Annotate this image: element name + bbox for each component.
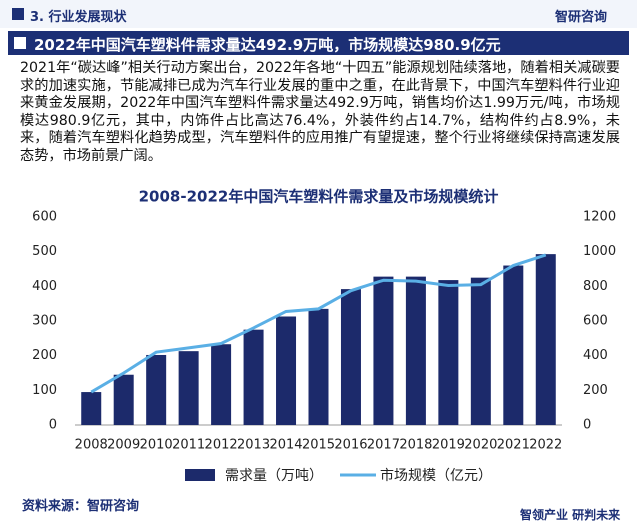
y-tick-label: 600 bbox=[32, 210, 57, 225]
bar bbox=[81, 392, 102, 425]
bar bbox=[470, 277, 491, 425]
x-tick-label: 2011 bbox=[172, 438, 205, 453]
banner-icon bbox=[14, 37, 26, 49]
y-tick-label: 0 bbox=[49, 418, 57, 433]
bar bbox=[178, 351, 199, 425]
x-tick-label: 2014 bbox=[269, 438, 302, 453]
y2-tick-label: 1000 bbox=[583, 244, 616, 259]
x-tick-label: 2018 bbox=[399, 438, 432, 453]
icon bbox=[12, 8, 24, 20]
x-tick-label: 2021 bbox=[497, 438, 530, 453]
y2-tick-label: 800 bbox=[583, 279, 608, 294]
y2-tick-label: 0 bbox=[583, 418, 591, 433]
bar bbox=[243, 329, 264, 425]
y-tick-label: 500 bbox=[32, 244, 57, 259]
x-tick-label: 2010 bbox=[140, 438, 173, 453]
bar bbox=[211, 344, 232, 425]
chart-title: 2008-2022年中国汽车塑料件需求量及市场规模统计 bbox=[139, 188, 499, 206]
y2-tick-label: 200 bbox=[583, 383, 608, 398]
x-tick-label: 2017 bbox=[367, 438, 400, 453]
y-tick-label: 200 bbox=[32, 348, 57, 363]
x-tick-label: 2016 bbox=[334, 438, 367, 453]
logo: 智研咨询 bbox=[555, 10, 608, 25]
line bbox=[90, 253, 547, 394]
y-tick-label: 300 bbox=[32, 314, 57, 329]
section: 3. 行业发展现状 bbox=[30, 10, 127, 25]
x-tick-label: 2019 bbox=[432, 438, 465, 453]
bar bbox=[146, 354, 167, 425]
y2-tick-label: 600 bbox=[583, 314, 608, 329]
y2-tick-label: 1200 bbox=[583, 210, 616, 225]
legend-swatch bbox=[185, 469, 215, 481]
chart: 2008-2022年中国汽车塑料件需求量及市场规模统计 0 100 200 300 400… bbox=[32, 188, 616, 485]
x-tick-label: 2020 bbox=[464, 438, 497, 453]
legend-label: 市场规模（亿元） bbox=[380, 467, 492, 484]
x-tick-label: 2009 bbox=[107, 438, 140, 453]
y2-tick-label: 400 bbox=[583, 348, 608, 363]
y-tick-label: 400 bbox=[32, 279, 57, 294]
x-tick-label: 2008 bbox=[75, 438, 108, 453]
bar bbox=[276, 316, 297, 425]
bar bbox=[503, 265, 524, 425]
banner-title: 2022年中国汽车塑料件需求量达492.9万吨，市场规模达980.9亿元 bbox=[34, 36, 501, 54]
bar bbox=[373, 276, 394, 425]
bar bbox=[340, 289, 361, 425]
x-tick-label: 2015 bbox=[302, 438, 335, 453]
banner-bg bbox=[8, 31, 629, 55]
bar bbox=[308, 308, 329, 425]
x-tick-label: 2022 bbox=[529, 438, 562, 453]
x-tick-label: 2013 bbox=[237, 438, 270, 453]
footer: 智领产业 研判未来 bbox=[520, 508, 621, 522]
bar bbox=[405, 276, 426, 425]
bar bbox=[113, 374, 134, 425]
top-bar bbox=[0, 0, 637, 28]
x-tick-label: 2012 bbox=[205, 438, 238, 453]
y-tick-label: 100 bbox=[32, 383, 57, 398]
legend-label: 需求量（万吨） bbox=[225, 468, 323, 484]
paragraph: 2021年“碳达峰”相关行动方案出台，2022年各地“十四五”能源规划陆续落地，… bbox=[20, 60, 620, 164]
source: 资料来源：智研咨询 bbox=[22, 499, 140, 514]
bar bbox=[438, 280, 459, 425]
bar bbox=[535, 254, 556, 425]
